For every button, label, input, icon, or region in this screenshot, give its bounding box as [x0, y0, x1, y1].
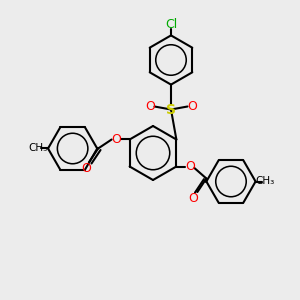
Text: O: O	[187, 100, 197, 113]
Text: O: O	[185, 160, 195, 173]
Text: O: O	[81, 161, 91, 175]
Text: S: S	[166, 103, 176, 116]
Text: O: O	[145, 100, 155, 113]
Text: CH₃: CH₃	[29, 143, 48, 154]
Text: O: O	[111, 133, 121, 146]
Text: O: O	[188, 191, 198, 205]
Text: CH₃: CH₃	[256, 176, 275, 187]
Text: Cl: Cl	[165, 18, 177, 32]
